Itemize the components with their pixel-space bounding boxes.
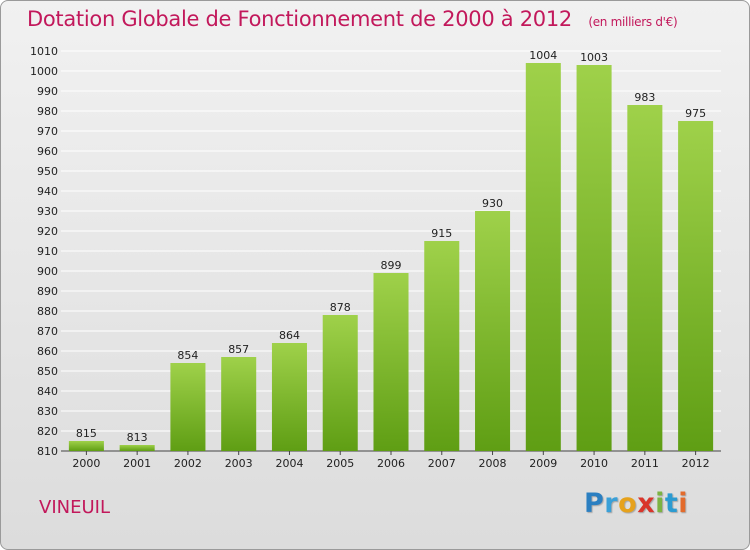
x-tick-label: 2009	[529, 457, 557, 470]
y-tick-label: 860	[37, 345, 58, 358]
x-tick-label: 2012	[682, 457, 710, 470]
y-tick-label: 980	[37, 105, 58, 118]
data-label: 864	[279, 329, 300, 342]
y-tick-label: 840	[37, 385, 58, 398]
x-tick-label: 2003	[225, 457, 253, 470]
x-tick-label: 2006	[377, 457, 405, 470]
bar	[119, 445, 155, 451]
data-label: 1003	[580, 51, 608, 64]
chart-unit: (en milliers d'€)	[588, 15, 678, 29]
y-tick-label: 960	[37, 145, 58, 158]
y-tick-label: 970	[37, 125, 58, 138]
x-tick-label: 2002	[174, 457, 202, 470]
chart-title-text: Dotation Globale de Fonctionnement de 20…	[27, 7, 572, 31]
x-tick-label: 2008	[479, 457, 507, 470]
y-tick-label: 940	[37, 185, 58, 198]
commune-name: VINEUIL	[39, 497, 110, 518]
data-label: 930	[482, 197, 503, 210]
data-label: 975	[685, 107, 706, 120]
y-tick-label: 880	[37, 305, 58, 318]
y-tick-label: 900	[37, 265, 58, 278]
bar	[322, 315, 358, 451]
y-tick-label: 950	[37, 165, 58, 178]
bar	[678, 121, 714, 451]
bar	[525, 63, 561, 451]
data-label: 857	[228, 343, 249, 356]
y-tick-label: 910	[37, 245, 58, 258]
bar	[170, 363, 206, 451]
y-tick-label: 990	[37, 85, 58, 98]
data-label: 854	[177, 349, 198, 362]
bar	[627, 105, 663, 451]
bar	[576, 65, 612, 451]
bar	[68, 441, 104, 451]
bar	[271, 343, 307, 451]
y-tick-label: 1000	[30, 65, 58, 78]
chart-title: Dotation Globale de Fonctionnement de 20…	[27, 7, 678, 31]
y-tick-label: 870	[37, 325, 58, 338]
bar	[475, 211, 511, 451]
bar	[221, 357, 257, 451]
x-tick-label: 2010	[580, 457, 608, 470]
bar	[373, 273, 409, 451]
x-tick-label: 2011	[631, 457, 659, 470]
data-label: 915	[431, 227, 452, 240]
y-tick-label: 920	[37, 225, 58, 238]
data-label: 878	[330, 301, 351, 314]
y-tick-label: 890	[37, 285, 58, 298]
x-tick-label: 2007	[428, 457, 456, 470]
bar	[424, 241, 460, 451]
data-label: 899	[381, 259, 402, 272]
y-tick-label: 1010	[30, 45, 58, 58]
x-tick-label: 2004	[275, 457, 303, 470]
x-tick-label: 2005	[326, 457, 354, 470]
data-label: 815	[76, 427, 97, 440]
data-label: 813	[127, 431, 148, 444]
y-tick-label: 830	[37, 405, 58, 418]
data-label: 1004	[529, 49, 557, 62]
y-tick-label: 930	[37, 205, 58, 218]
y-tick-label: 810	[37, 445, 58, 458]
x-tick-label: 2001	[123, 457, 151, 470]
data-label: 983	[634, 91, 655, 104]
proxiti-logo[interactable]: Proxiti	[584, 488, 689, 519]
x-tick-label: 2000	[72, 457, 100, 470]
y-tick-label: 850	[37, 365, 58, 378]
y-tick-label: 820	[37, 425, 58, 438]
